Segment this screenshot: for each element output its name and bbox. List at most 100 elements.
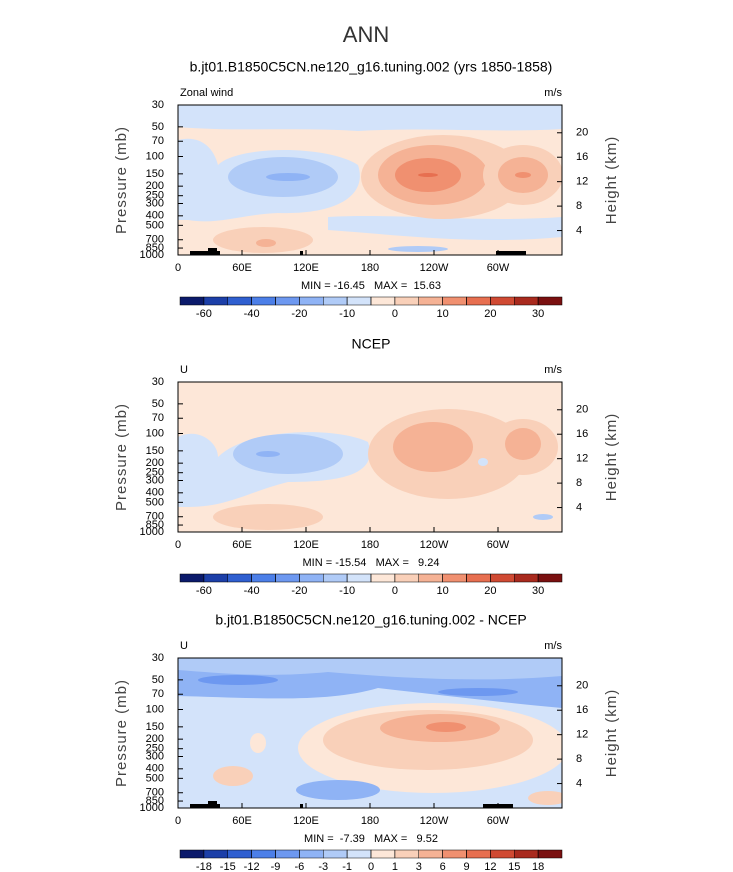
- colorbar-box: [394, 296, 419, 306]
- colorbar-label: 1: [392, 861, 398, 872]
- units-label: m/s: [544, 640, 562, 652]
- colorbar-label: 15: [508, 861, 520, 872]
- y2-tick-label: 8: [576, 477, 582, 489]
- x-tick-label: 60W: [487, 262, 510, 274]
- x-tick-label: 0: [175, 262, 181, 274]
- colorbar-box: [251, 849, 276, 859]
- y2-tick-label: 12: [576, 176, 588, 188]
- x-tick-label: 0: [175, 539, 181, 551]
- page-title: ANN: [343, 22, 389, 47]
- y2-tick-label: 20: [576, 404, 588, 416]
- colorbar-box: [537, 573, 563, 583]
- x-tick-label: 180: [361, 262, 379, 274]
- y2-tick-label: 8: [576, 753, 582, 765]
- units-label: m/s: [544, 87, 562, 99]
- contour-field: [178, 658, 562, 808]
- colorbar-box: [203, 296, 228, 306]
- colorbar-label: -18: [196, 861, 212, 872]
- y2-tick-label: 4: [576, 224, 582, 236]
- colorbar-label: 18: [532, 861, 544, 872]
- colorbar-box: [418, 296, 443, 306]
- y-tick-label: 70: [152, 688, 164, 700]
- y2-tick-label: 12: [576, 453, 588, 465]
- x-tick-label: 120E: [293, 815, 319, 827]
- y-axis-label: Pressure (mb): [113, 679, 130, 787]
- y2-tick-label: 8: [576, 200, 582, 212]
- colorbar-box: [299, 849, 324, 859]
- units-label: m/s: [544, 364, 562, 376]
- colorbar-label: -3: [318, 861, 328, 872]
- y-tick-label: 700: [146, 511, 164, 523]
- colorbar-box: [227, 573, 252, 583]
- panel-title: b.jt01.B1850C5CN.ne120_g16.tuning.002 - …: [215, 612, 526, 628]
- y-tick-label: 1000: [140, 526, 164, 538]
- y-tick-label: 400: [146, 763, 164, 775]
- colorbar-box: [442, 573, 467, 583]
- y-tick-label: 300: [146, 197, 164, 209]
- colorbar-label: -60: [196, 308, 212, 320]
- y-tick-label: 850: [146, 519, 164, 531]
- colorbar-label: -10: [339, 585, 355, 597]
- colorbar-box: [227, 849, 252, 859]
- y-tick-label: 200: [146, 457, 164, 469]
- y-tick-label: 30: [152, 99, 164, 111]
- colorbar-box: [466, 296, 491, 306]
- y-tick-label: 500: [146, 219, 164, 231]
- colorbar-box: [370, 573, 396, 583]
- y-tick-label: 150: [146, 721, 164, 733]
- x-tick-label: 60E: [232, 815, 252, 827]
- x-tick-label: 120E: [293, 539, 319, 551]
- colorbar-label: 6: [440, 861, 446, 872]
- colorbar-box: [537, 296, 563, 306]
- colorbar-box: [179, 573, 205, 583]
- colorbar-label: -60: [196, 585, 212, 597]
- colorbar-label: -20: [291, 308, 307, 320]
- colorbar-label: 30: [532, 585, 544, 597]
- stats-label: MIN = -7.39 MAX = 9.52: [304, 833, 438, 845]
- y-tick-label: 400: [146, 210, 164, 222]
- panel-title: b.jt01.B1850C5CN.ne120_g16.tuning.002 (y…: [190, 59, 553, 75]
- y2-tick-label: 16: [576, 428, 588, 440]
- colorbar-box: [394, 849, 419, 859]
- x-tick-label: 60W: [487, 815, 510, 827]
- y-tick-label: 250: [146, 743, 164, 755]
- colorbar-box: [323, 849, 348, 859]
- colorbar-label: 20: [484, 585, 496, 597]
- y2-tick-label: 16: [576, 151, 588, 163]
- colorbar-box: [370, 296, 396, 306]
- y-tick-label: 200: [146, 733, 164, 745]
- colorbar-label: -15: [220, 861, 236, 872]
- colorbar-label: 0: [392, 308, 398, 320]
- colorbar-box: [203, 573, 228, 583]
- y-tick-label: 100: [146, 703, 164, 715]
- y2-tick-label: 12: [576, 729, 588, 741]
- x-tick-label: 120W: [420, 262, 449, 274]
- colorbar-box: [490, 849, 515, 859]
- x-tick-label: 0: [175, 815, 181, 827]
- y2-tick-label: 4: [576, 777, 582, 789]
- x-tick-label: 120W: [420, 539, 449, 551]
- y-tick-label: 700: [146, 234, 164, 246]
- x-tick-label: 120W: [420, 815, 449, 827]
- colorbar-label: 0: [392, 585, 398, 597]
- colorbar-box: [514, 849, 539, 859]
- y-tick-label: 70: [152, 412, 164, 424]
- y-tick-label: 50: [152, 398, 164, 410]
- y-tick-label: 150: [146, 168, 164, 180]
- colorbar-label: -6: [294, 861, 304, 872]
- y-tick-label: 70: [152, 135, 164, 147]
- colorbar-box: [346, 849, 372, 859]
- colorbar-box: [251, 296, 276, 306]
- colorbar-box: [370, 849, 396, 859]
- colorbar-box: [490, 573, 515, 583]
- colorbar-label: -1: [342, 861, 352, 872]
- x-tick-label: 60E: [232, 539, 252, 551]
- colorbar-box: [323, 573, 348, 583]
- y-tick-label: 200: [146, 180, 164, 192]
- colorbar-box: [514, 573, 539, 583]
- contour-field: [178, 382, 562, 532]
- x-tick-label: 180: [361, 815, 379, 827]
- colorbar-box: [323, 296, 348, 306]
- colorbar-box: [179, 849, 205, 859]
